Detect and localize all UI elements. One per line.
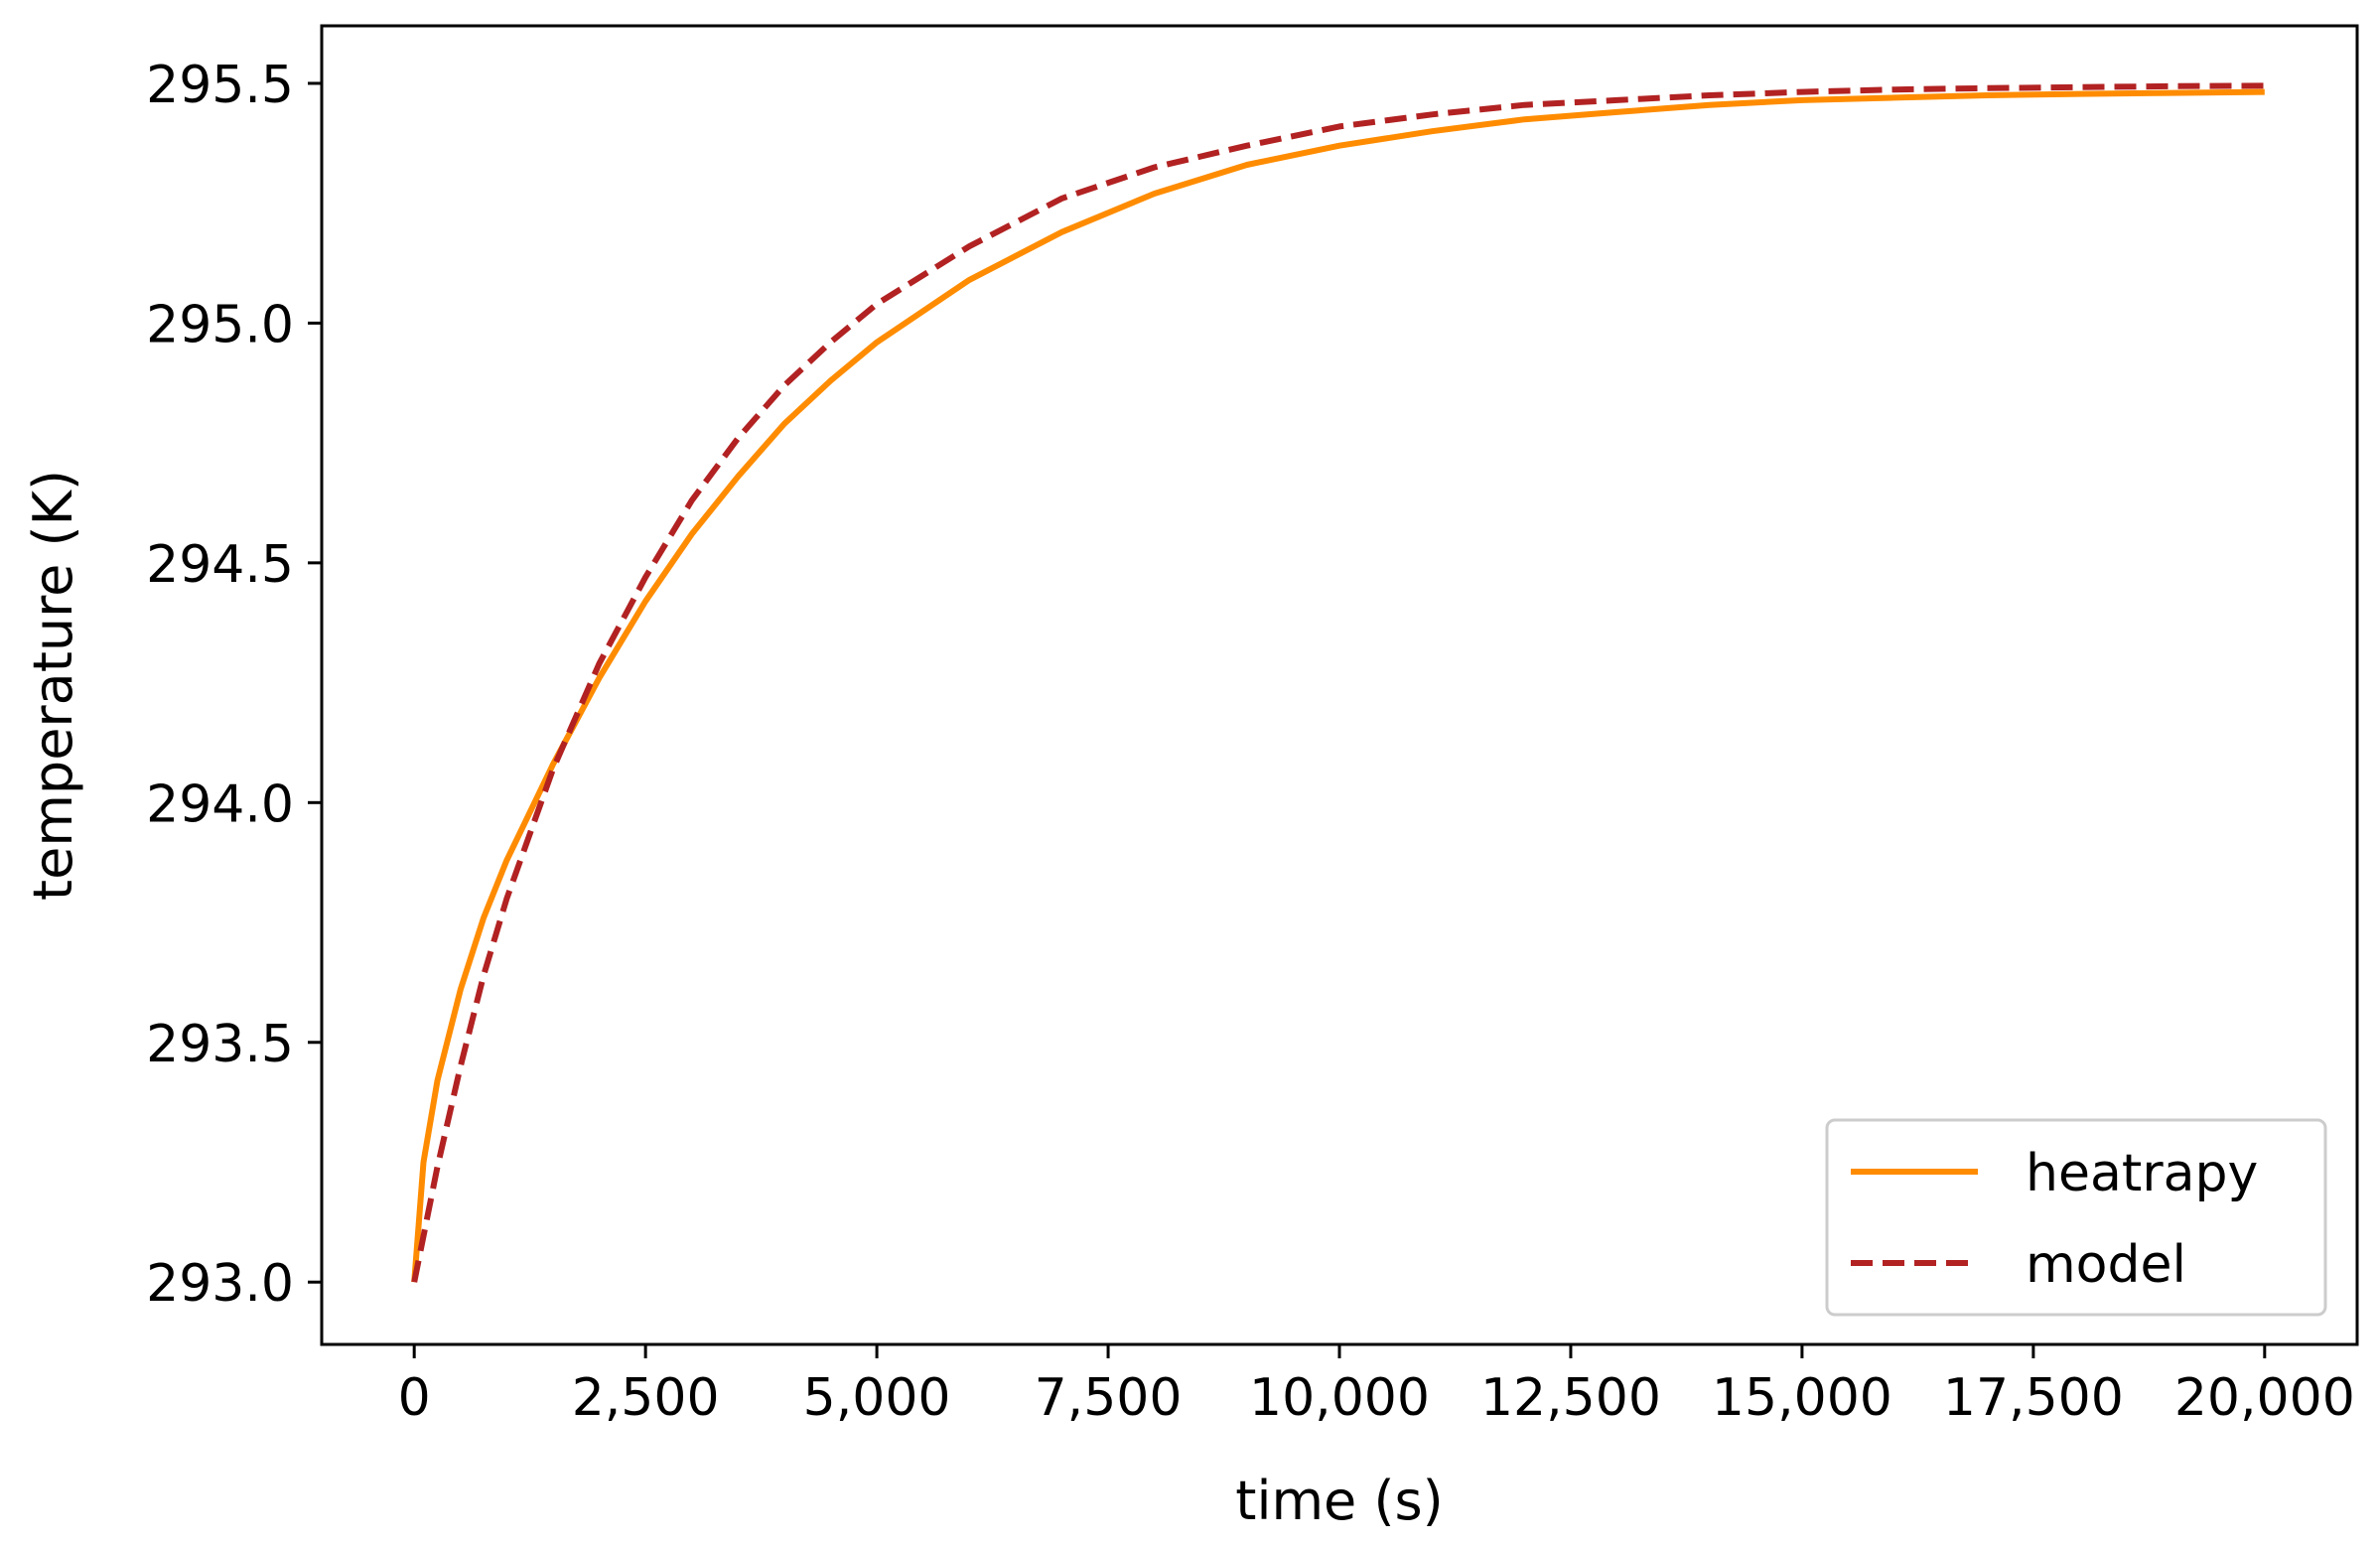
x-axis-label: time (s) (1235, 1470, 1443, 1532)
y-tick-label: 294.5 (146, 535, 294, 595)
x-tick-label: 0 (398, 1368, 431, 1428)
y-tick-label: 295.5 (146, 56, 294, 115)
y-tick-label: 295.0 (146, 295, 294, 354)
y-tick-label: 294.0 (146, 774, 294, 834)
legend-label-heatrapy: heatrapy (2026, 1144, 2258, 1203)
legend: heatrapy model (1825, 1118, 2327, 1317)
x-tick-label: 20,000 (2174, 1368, 2355, 1428)
y-tick-label: 293.0 (146, 1254, 294, 1314)
y-tick-label: 293.5 (146, 1015, 294, 1074)
x-tick-label: 12,500 (1480, 1368, 1661, 1428)
axes: 0 2,500 5,000 7,500 10,000 12,500 15,000 17,500… (146, 24, 2359, 1428)
x-tick-label: 10,000 (1249, 1368, 1430, 1428)
x-tick-label: 7,500 (1035, 1368, 1183, 1428)
x-tick-label: 17,500 (1943, 1368, 2124, 1428)
legend-label-model: model (2026, 1235, 2186, 1295)
plot-area (411, 82, 2265, 1283)
series-line-model (411, 82, 2265, 1283)
series-line-heatrapy (411, 88, 2265, 1283)
y-axis-label: temperature (K) (22, 470, 84, 901)
x-tick-label: 5,000 (803, 1368, 951, 1428)
x-tick-label: 2,500 (572, 1368, 720, 1428)
x-tick-label: 15,000 (1712, 1368, 1892, 1428)
